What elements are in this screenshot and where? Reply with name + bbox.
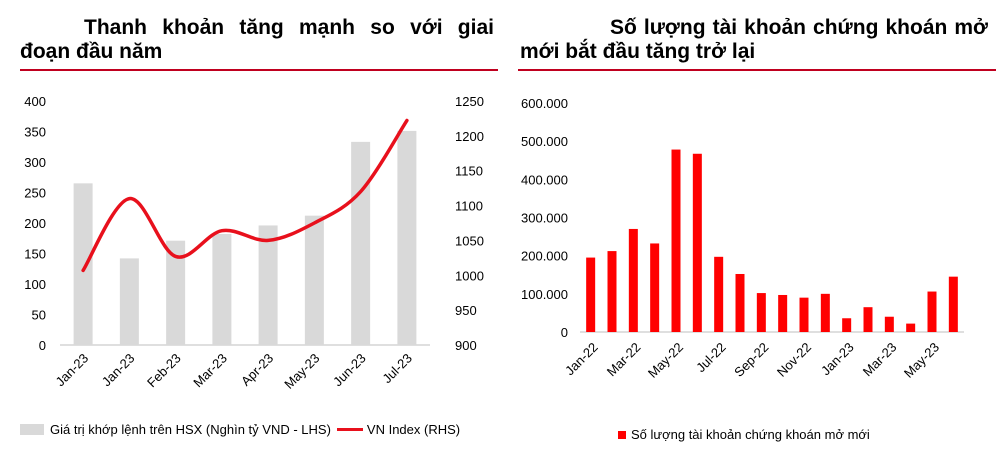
right-x-tick-label: May-23 <box>901 340 942 381</box>
left-title-rule <box>20 69 498 71</box>
left-y-tick-label: 100 <box>24 277 46 292</box>
right-y-tick-label: 1200 <box>455 129 484 144</box>
right-title-rule <box>518 69 996 71</box>
red-bar <box>778 294 788 332</box>
left-y-tick-label: 250 <box>24 186 46 201</box>
red-bar <box>650 243 660 332</box>
red-bar <box>714 256 724 332</box>
right-x-tick-label: Jan-22 <box>562 340 601 379</box>
gray-bar <box>166 240 186 345</box>
legend-label-vn-index: VN Index (RHS) <box>366 422 461 437</box>
red-bar <box>692 153 702 332</box>
right-chart-y-tick-label: 200.000 <box>521 249 568 264</box>
right-x-tick-label: Mar-23 <box>860 340 900 380</box>
gray-bar <box>119 258 139 345</box>
right-x-tick-label: Jan-23 <box>818 340 857 379</box>
red-bar <box>820 293 830 332</box>
red-bar <box>671 149 681 332</box>
right-chart-y-tick-label: 500.000 <box>521 134 568 149</box>
left-y-tick-label: 300 <box>24 155 46 170</box>
right-x-tick-label: Sep-22 <box>731 340 771 380</box>
left-x-tick-label: Feb-23 <box>144 351 184 391</box>
right-y-tick-label: 1050 <box>455 233 484 248</box>
right-y-tick-label: 950 <box>455 303 477 318</box>
gray-bar <box>73 183 93 345</box>
red-bar <box>884 316 894 332</box>
left-x-tick-label: May-23 <box>281 351 322 392</box>
red-bar <box>927 291 937 332</box>
left-x-tick-label: Jan-23 <box>99 351 138 390</box>
red-bar <box>735 273 745 332</box>
left-x-tick-label: Apr-23 <box>238 351 276 389</box>
red-bar <box>948 276 958 332</box>
right-x-tick-label: Mar-22 <box>604 340 644 380</box>
right-chart-y-tick-label: 600.000 <box>521 96 568 111</box>
right-y-tick-label: 1250 <box>455 94 484 109</box>
right-chart-title-line2: mới bắt đầu tăng trở lại <box>520 40 756 63</box>
right-y-tick-label: 1100 <box>455 199 483 214</box>
red-bar <box>628 228 638 332</box>
right-legend: Số lượng tài khoản chứng khoán mở mới <box>618 427 870 442</box>
right-x-tick-label: Jul-22 <box>693 340 729 376</box>
left-chart-title-line1: Thanh khoản tăng mạnh so với giai <box>84 16 494 39</box>
gray-bar <box>212 233 232 345</box>
right-chart-y-tick-label: 400.000 <box>521 172 568 187</box>
legend-label-trading-value: Giá trị khớp lệnh trên HSX (Nghìn tỷ VND… <box>50 422 331 437</box>
right-y-tick-label: 900 <box>455 338 477 353</box>
red-bar <box>799 297 809 332</box>
legend-label-new-accounts: Số lượng tài khoản chứng khoán mở mới <box>631 427 870 442</box>
left-y-tick-label: 200 <box>24 216 46 231</box>
left-legend: Giá trị khớp lệnh trên HSX (Nghìn tỷ VND… <box>20 422 460 437</box>
left-y-tick-label: 0 <box>39 338 46 353</box>
right-x-tick-label: Nov-22 <box>774 340 814 380</box>
red-bar <box>842 318 852 332</box>
vn-index-line <box>81 118 409 273</box>
right-chart-y-tick-label: 100.000 <box>521 287 568 302</box>
red-bar <box>607 251 617 332</box>
red-bar <box>586 257 596 332</box>
right-chart-title-line1: Số lượng tài khoản chứng khoán mở <box>610 16 988 39</box>
legend-swatch-gray-bar <box>20 424 44 435</box>
gray-bar <box>258 225 278 345</box>
red-bar <box>906 323 916 332</box>
left-x-tick-label: Mar-23 <box>190 351 230 391</box>
right-y-tick-label: 1000 <box>455 268 484 283</box>
right-chart-y-tick-label: 0 <box>561 325 568 340</box>
left-y-tick-label: 350 <box>24 125 46 140</box>
legend-swatch-red-line <box>336 428 363 431</box>
left-x-tick-label: Jan-23 <box>53 351 92 390</box>
right-chart-y-tick-label: 300.000 <box>521 211 568 226</box>
gray-bar <box>351 141 371 345</box>
right-y-tick-label: 1150 <box>455 164 483 179</box>
legend-swatch-red-bar <box>618 430 626 439</box>
red-bar <box>863 307 873 332</box>
left-x-tick-label: Jun-23 <box>330 351 369 390</box>
right-x-tick-label: May-22 <box>645 340 686 381</box>
left-y-tick-label: 400 <box>24 94 46 109</box>
gray-bar <box>304 215 324 345</box>
left-y-tick-label: 150 <box>24 247 46 262</box>
left-y-tick-label: 50 <box>32 308 46 323</box>
left-x-tick-label: Jul-23 <box>379 351 415 387</box>
gray-bar <box>397 130 417 345</box>
left-chart-title-line2: đoạn đầu năm <box>20 40 163 63</box>
red-bar <box>756 293 766 332</box>
